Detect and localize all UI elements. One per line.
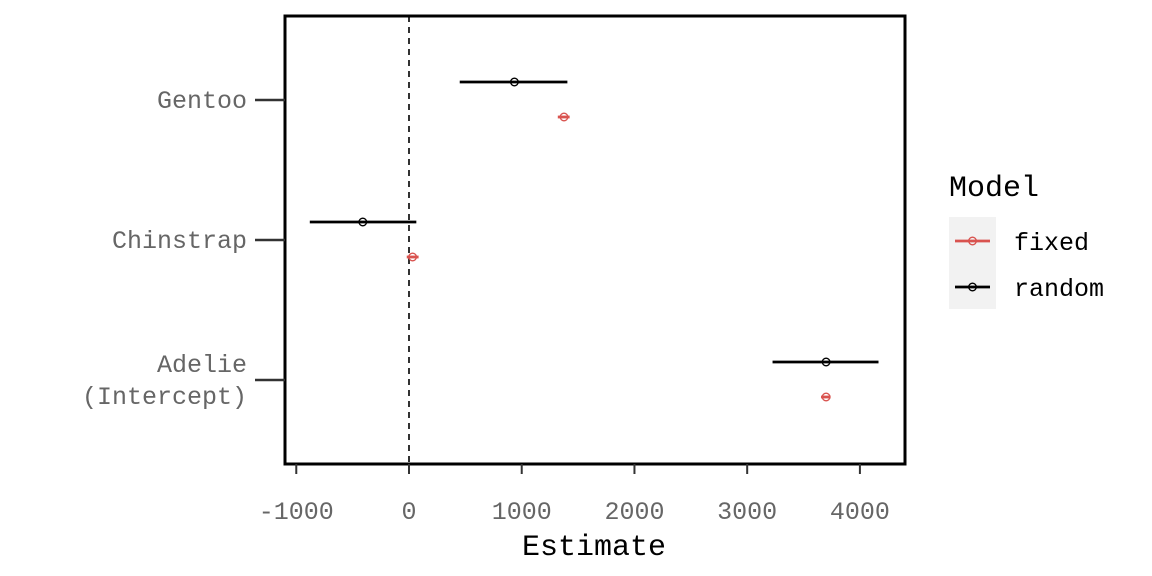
x-axis-title: Estimate [522,531,666,565]
x-tick-label: -1000 [259,498,334,527]
x-axis: -1000 0 1000 2000 3000 4000 [259,464,890,527]
x-tick-label: 3000 [717,498,777,527]
series-random [309,77,879,367]
x-tick-label: 0 [401,498,416,527]
y-tick-label: Chinstrap [112,227,247,256]
legend-item-random: random [955,275,1104,304]
legend-label: fixed [1014,229,1089,258]
x-tick-label: 4000 [830,498,890,527]
point-fixed-2 [821,392,831,402]
y-tick-label: Adelie (Intercept) [82,351,247,412]
legend-key-point [968,282,978,292]
point-random-0 [509,77,519,87]
legend-key-point [968,236,978,246]
panel-border [283,14,907,466]
y-axis: Gentoo Chinstrap Adelie (Intercept) [82,87,285,412]
chart-marks [309,77,879,402]
y-tick-label: Gentoo [157,87,247,116]
legend-title: Model [949,172,1039,206]
point-random-2 [821,357,831,367]
series-fixed [406,112,831,402]
point-fixed-0 [559,112,569,122]
point-random-1 [358,217,368,227]
legend-label: random [1014,275,1104,304]
x-tick-label: 2000 [604,498,664,527]
plot-panel [283,14,907,466]
legend: Model fixed random [949,172,1104,309]
x-tick-label: 1000 [492,498,552,527]
point-fixed-1 [408,252,418,262]
legend-key-background [949,217,996,309]
legend-item-fixed: fixed [955,229,1089,258]
